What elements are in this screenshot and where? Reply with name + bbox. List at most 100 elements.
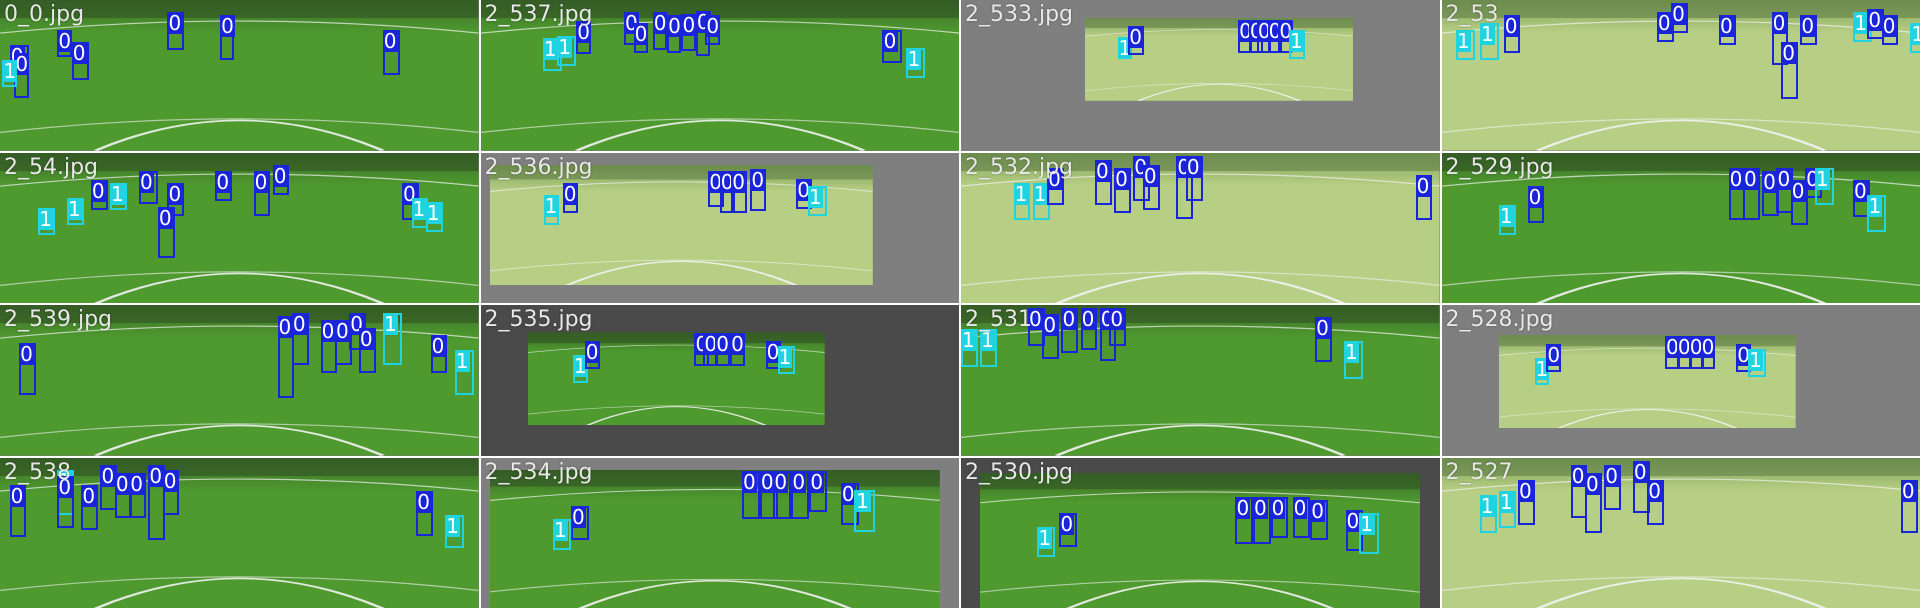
detection-box-class-0: 0 (1185, 155, 1203, 201)
class-label: 0 (100, 464, 116, 489)
class-label: 0 (633, 21, 649, 46)
class-label: 0 (291, 311, 307, 336)
class-label: 0 (571, 504, 586, 529)
detection-box-class-1: 1 (1814, 167, 1834, 206)
tile-label: 2_536.jpg (484, 154, 593, 180)
tile-label: 2_534.jpg (484, 459, 593, 485)
class-label: 0 (1270, 495, 1286, 520)
class-label: 1 (38, 207, 53, 232)
detection-box-class-1: 1 (1358, 513, 1379, 554)
class-label: 0 (576, 20, 591, 45)
detection-box-class-0: 0 (652, 11, 668, 50)
detection-box-class-1: 1 (1289, 29, 1306, 60)
detection-box-class-0: 0 (1094, 160, 1112, 206)
detection-box-class-0: 0 (162, 469, 180, 515)
class-label: 0 (1632, 459, 1648, 484)
class-label: 0 (719, 169, 735, 194)
detection-box-class-1: 1 (980, 329, 997, 367)
class-label: 0 (167, 181, 183, 206)
class-label: 0 (1604, 464, 1619, 489)
tile-label: 2_535.jpg (484, 307, 593, 332)
class-label: 1 (542, 36, 558, 61)
tile-label: 2_531 (965, 307, 1032, 332)
tile-2-530: 1 0 0 0 0 0 0 0 1 2_530.jpg (961, 457, 1440, 608)
detection-box-class-0: 0 (1315, 317, 1332, 363)
class-label: 0 (703, 332, 719, 356)
class-label: 0 (1676, 335, 1692, 360)
detection-box-class-0: 0 (633, 21, 649, 53)
detection-box-class-0: 0 (1080, 308, 1098, 351)
class-label: 1 (382, 311, 398, 336)
detection-box-class-1: 1 (1455, 29, 1475, 61)
detection-box-class-1: 1 (1498, 489, 1516, 529)
detection-box-class-0: 0 (750, 168, 766, 212)
class-label: 0 (1688, 335, 1704, 360)
class-label: 0 (715, 332, 730, 356)
class-label: 0 (1742, 166, 1758, 191)
detection-box-class-0: 0 (791, 470, 810, 520)
class-label: 0 (1042, 313, 1058, 338)
tile-label: 2_529.jpg (1445, 154, 1554, 180)
class-label: 1 (1289, 29, 1304, 54)
detection-box-class-0: 0 (320, 320, 338, 373)
tile-label: 2_533.jpg (965, 2, 1074, 27)
detection-box-class-1: 1 (1479, 22, 1499, 61)
detection-box-class-0: 0 (1647, 480, 1664, 526)
soccer-field (1441, 457, 1920, 608)
detection-box-class-0: 0 (253, 170, 271, 216)
class-label: 1 (1343, 340, 1359, 365)
detection-box-class-0: 0 (1042, 313, 1060, 360)
class-label: 1 (572, 354, 588, 379)
detection-box-class-0: 0 (1881, 15, 1899, 46)
class-label: 1 (1498, 204, 1514, 229)
class-label: 0 (773, 469, 789, 494)
class-label: 0 (1700, 335, 1716, 360)
detection-box-class-0: 0 (1310, 499, 1328, 541)
tile-label: 2_528.jpg (1445, 307, 1554, 332)
class-label: 1 (854, 489, 871, 514)
class-label: 0 (750, 168, 766, 193)
class-label: 0 (1570, 464, 1586, 489)
class-label: 0 (765, 340, 781, 365)
class-label: 0 (1762, 169, 1777, 194)
detection-box-class-1: 1 (854, 489, 875, 532)
detection-box-class-0: 0 (1047, 167, 1064, 206)
detection-box-class-1: 1 (807, 186, 827, 217)
class-label: 1 (425, 201, 441, 226)
class-label: 1 (1037, 525, 1053, 550)
detection-box-class-1: 1 (411, 197, 429, 228)
detection-box-class-1: 1 (66, 197, 84, 225)
tile-2-535: 1 0 0 0 0 0 0 1 2_535.jpg (480, 305, 959, 456)
tile-2-534: 1 0 0 0 0 0 0 0 1 2_534.jpg (480, 457, 959, 608)
class-label: 0 (705, 14, 721, 39)
tile-2-53x: 1 1 0 0 0 0 0 0 0 1 0 0 1 2_53 (1441, 0, 1920, 151)
detection-box-class-0: 0 (1503, 15, 1521, 53)
class-label: 1 (1455, 29, 1471, 54)
tile-2-529: 1 0 0 0 0 0 0 0 1 0 1 2_529.jpg (1441, 152, 1920, 303)
class-label: 0 (1736, 343, 1751, 368)
detection-box-class-0: 0 (1671, 3, 1688, 34)
class-label: 1 (110, 181, 125, 206)
detection-box-class-0: 0 (272, 164, 290, 195)
detection-box-class-0: 0 (1719, 15, 1736, 46)
class-label: 0 (1585, 471, 1600, 496)
tile-2-527: 1 1 0 0 0 0 0 0 0 2_527 (1441, 457, 1920, 608)
tile-2-532: 1 1 0 0 0 0 0 0 0 0 2_532.jpg (961, 152, 1440, 303)
detection-box-class-0: 0 (1415, 174, 1433, 221)
class-label: 0 (1415, 174, 1431, 199)
tile-2-528: 1 0 0 0 0 0 0 1 2_528.jpg (1441, 305, 1920, 456)
detection-box-class-1: 1 (777, 346, 796, 375)
class-label: 0 (652, 11, 668, 36)
class-label: 0 (1656, 11, 1672, 36)
class-label: 1 (1032, 181, 1048, 206)
class-label: 0 (741, 469, 757, 494)
detection-box-class-0: 0 (1061, 308, 1079, 354)
class-label: 0 (796, 177, 812, 202)
class-label: 1 (1498, 489, 1514, 514)
detection-box-class-1: 1 (906, 48, 926, 79)
